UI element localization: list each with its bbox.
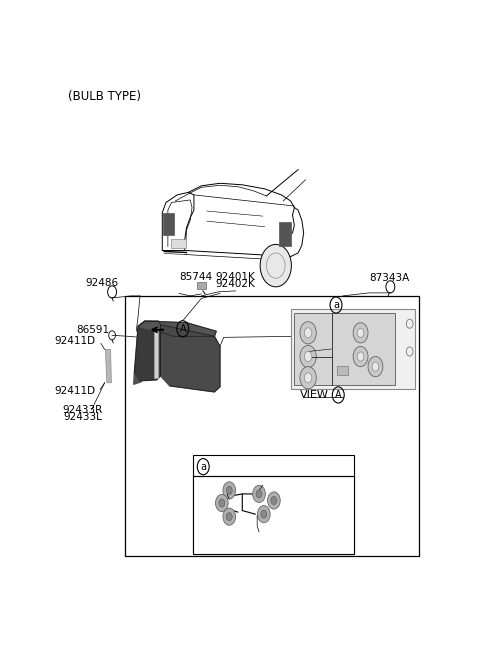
Circle shape	[223, 508, 236, 525]
Text: 92486: 92486	[85, 278, 118, 288]
Polygon shape	[162, 192, 194, 251]
Text: 92401K: 92401K	[216, 272, 255, 282]
Circle shape	[226, 512, 232, 521]
Circle shape	[300, 346, 316, 367]
Bar	[193, 476, 354, 554]
Text: 92433R: 92433R	[62, 405, 102, 415]
Text: a: a	[200, 462, 206, 472]
Text: A: A	[180, 324, 186, 334]
Text: a: a	[333, 300, 339, 310]
Circle shape	[261, 510, 267, 518]
Circle shape	[256, 490, 262, 498]
Bar	[193, 455, 354, 554]
Text: 86591: 86591	[76, 325, 109, 335]
Text: (BULB TYPE): (BULB TYPE)	[68, 90, 141, 103]
Circle shape	[304, 328, 312, 338]
Bar	[294, 313, 395, 385]
Polygon shape	[160, 325, 220, 392]
Bar	[290, 308, 415, 390]
Circle shape	[216, 495, 228, 512]
Text: 85744: 85744	[179, 272, 212, 281]
Circle shape	[357, 328, 364, 337]
Circle shape	[226, 486, 232, 495]
Text: 18642: 18642	[202, 489, 235, 499]
Circle shape	[267, 492, 280, 509]
Polygon shape	[106, 350, 111, 383]
Bar	[125, 296, 419, 556]
Text: 92411D: 92411D	[54, 337, 96, 346]
Circle shape	[258, 506, 270, 523]
Circle shape	[260, 245, 291, 287]
Circle shape	[304, 352, 312, 361]
Bar	[171, 239, 186, 249]
Bar	[279, 222, 290, 247]
Circle shape	[252, 485, 265, 502]
Circle shape	[353, 323, 368, 343]
Circle shape	[271, 497, 277, 504]
Text: 92402K: 92402K	[216, 279, 255, 289]
Text: 92450A: 92450A	[249, 477, 289, 487]
Text: 18644A: 18644A	[239, 530, 279, 541]
Bar	[197, 282, 206, 289]
Text: 92411D: 92411D	[54, 386, 96, 396]
Circle shape	[304, 373, 312, 383]
Circle shape	[219, 499, 225, 507]
Circle shape	[372, 362, 379, 371]
Circle shape	[357, 352, 364, 361]
Polygon shape	[134, 321, 160, 380]
Bar	[163, 213, 174, 236]
Text: 92433L: 92433L	[63, 412, 102, 422]
Circle shape	[300, 321, 316, 344]
Text: 87343A: 87343A	[370, 274, 410, 283]
Bar	[337, 366, 348, 375]
Circle shape	[368, 357, 383, 377]
Circle shape	[353, 346, 368, 367]
Circle shape	[300, 367, 316, 389]
Polygon shape	[133, 371, 141, 384]
Text: A: A	[335, 390, 342, 400]
Polygon shape	[138, 321, 216, 337]
Bar	[154, 328, 158, 378]
Circle shape	[223, 482, 236, 499]
Text: VIEW: VIEW	[300, 390, 329, 400]
